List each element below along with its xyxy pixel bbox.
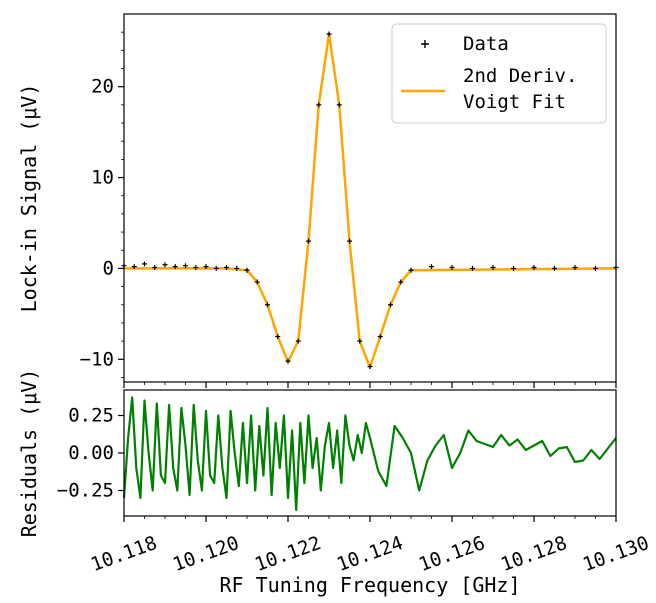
data-point: [234, 265, 240, 271]
data-point: [244, 267, 250, 273]
data-point: [265, 302, 270, 308]
data-point: [295, 338, 301, 344]
residuals-y-ticks: −0.25 0.00 0.25: [57, 405, 124, 502]
legend-label-data: Data: [463, 33, 509, 55]
data-point: [367, 364, 373, 370]
data-point: [470, 265, 475, 271]
data-point: [336, 102, 342, 108]
data-point: [142, 261, 147, 267]
data-point: [449, 265, 455, 271]
legend-label-fit-line1: 2nd Deriv.: [463, 65, 577, 87]
residuals-series-group: [122, 396, 617, 512]
data-point: [172, 264, 178, 270]
data-point: [213, 265, 219, 271]
data-point: [388, 302, 393, 308]
x-axis-label: RF Tuning Frequency [GHz]: [219, 573, 520, 597]
main-y-tick-label: 0: [103, 257, 114, 279]
data-point: [347, 238, 352, 244]
legend-entry-data: Data: [421, 33, 509, 55]
main-y-tick-label: 10: [91, 167, 114, 189]
data-point: [285, 358, 291, 364]
main-y-ticks: −10 0 10 20: [80, 31, 124, 378]
data-point: [357, 338, 363, 344]
main-series-group: [121, 31, 619, 370]
data-point: [183, 263, 188, 269]
data-point: [377, 334, 383, 340]
fit-line: [124, 32, 617, 369]
data-point: [408, 267, 414, 273]
legend: Data 2nd Deriv. Voigt Fit: [391, 23, 607, 124]
data-point: [152, 265, 158, 271]
main-x-ticks: [123, 382, 617, 388]
residuals-y-axis-label: Residuals (μV): [17, 369, 41, 538]
data-point: [224, 265, 229, 271]
data-point: [275, 334, 281, 340]
main-panel: −10 0 10 20 Lock-in Signal (μV) Data 2nd De…: [17, 13, 619, 388]
data-point: [572, 265, 578, 271]
residuals-line: [122, 396, 617, 512]
legend-entry-fit: 2nd Deriv. Voigt Fit: [401, 65, 577, 113]
main-y-tick-label: −10: [80, 348, 114, 370]
residuals-y-tick-label: 0.25: [68, 405, 114, 427]
data-point: [306, 238, 311, 244]
data-point: [531, 265, 537, 271]
main-y-axis-label: Lock-in Signal (μV): [17, 84, 41, 313]
data-point: [593, 265, 598, 271]
data-point: [326, 31, 332, 37]
legend-label-fit-line2: Voigt Fit: [463, 91, 566, 113]
residuals-y-tick-label: −0.25: [57, 480, 114, 502]
data-point: [193, 265, 199, 271]
data-point: [254, 279, 260, 285]
data-point: [490, 265, 496, 271]
data-point: [429, 264, 434, 270]
legend-marker-data: [421, 40, 429, 48]
data-point: [316, 102, 322, 108]
main-y-tick-label: 20: [91, 76, 114, 98]
data-point: [398, 279, 404, 285]
data-point: [162, 262, 168, 268]
residuals-y-tick-label: 0.00: [68, 442, 114, 464]
data-point: [511, 265, 516, 271]
data-point: [203, 264, 209, 270]
data-point: [552, 265, 557, 271]
data-point: [131, 264, 137, 270]
